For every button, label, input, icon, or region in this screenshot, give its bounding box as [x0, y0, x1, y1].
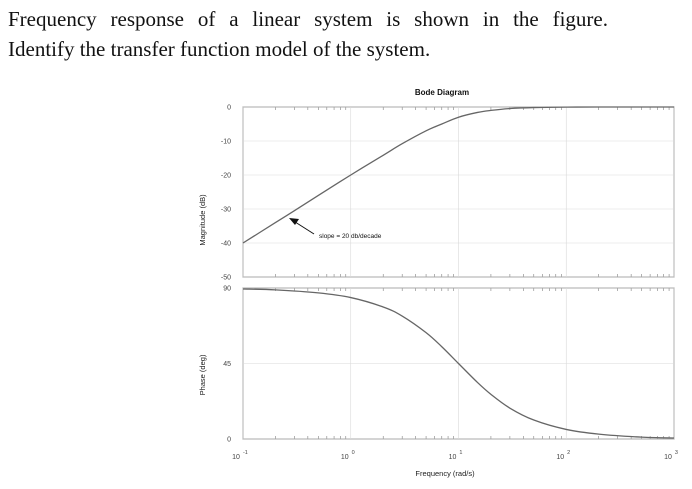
magnitude-grid	[242, 106, 675, 278]
x-tick-label: 100	[341, 450, 355, 461]
question-text: Frequency response of a linear system is…	[8, 4, 688, 64]
phase-curve	[242, 288, 675, 439]
x-axis-label: Frequency (rad/s)	[415, 469, 475, 478]
chart-title: Bode Diagram	[415, 88, 469, 97]
phase-panel: 90 45 0 Phase (deg)	[198, 286, 675, 444]
annotation-label: slope = 20 db/decade	[319, 233, 382, 240]
y-tick-label: -30	[221, 207, 231, 214]
magnitude-series-line	[242, 106, 675, 244]
question-line-2: Identify the transfer function model of …	[8, 37, 431, 61]
y-tick-label: -20	[221, 173, 231, 180]
question-line-1: Frequency response of a linear system is…	[8, 7, 608, 31]
y-tick-label: 0	[227, 437, 231, 444]
y-tick-label: -50	[221, 275, 231, 282]
x-tick-label: 103	[664, 450, 678, 461]
phase-grid	[242, 287, 675, 440]
magnitude-panel: 0 -10 -20 -30 -40 -50 slope = 20 db/decade Ma…	[198, 105, 675, 282]
magnitude-y-ticks: 0 -10 -20 -30 -40 -50	[221, 105, 231, 282]
x-axis-ticks: 10-1 100 101 102 103	[232, 450, 678, 461]
phase-series-line	[242, 288, 675, 439]
magnitude-curve	[242, 106, 675, 244]
annotation-arrow-head	[289, 218, 299, 225]
y-tick-label: 90	[223, 286, 231, 293]
x-tick-label: 102	[556, 450, 570, 461]
magnitude-y-axis-label: Magnitude (dB)	[198, 194, 207, 246]
phase-y-ticks: 90 45 0	[223, 286, 231, 444]
x-tick-label: 101	[449, 450, 463, 461]
y-tick-label: -10	[221, 139, 231, 146]
y-tick-label: -40	[221, 241, 231, 248]
slope-annotation: slope = 20 db/decade	[289, 218, 382, 240]
x-tick-label: 10-1	[232, 450, 248, 461]
phase-y-axis-label: Phase (deg)	[198, 354, 207, 395]
y-tick-label: 45	[223, 361, 231, 368]
y-tick-label: 0	[227, 105, 231, 112]
